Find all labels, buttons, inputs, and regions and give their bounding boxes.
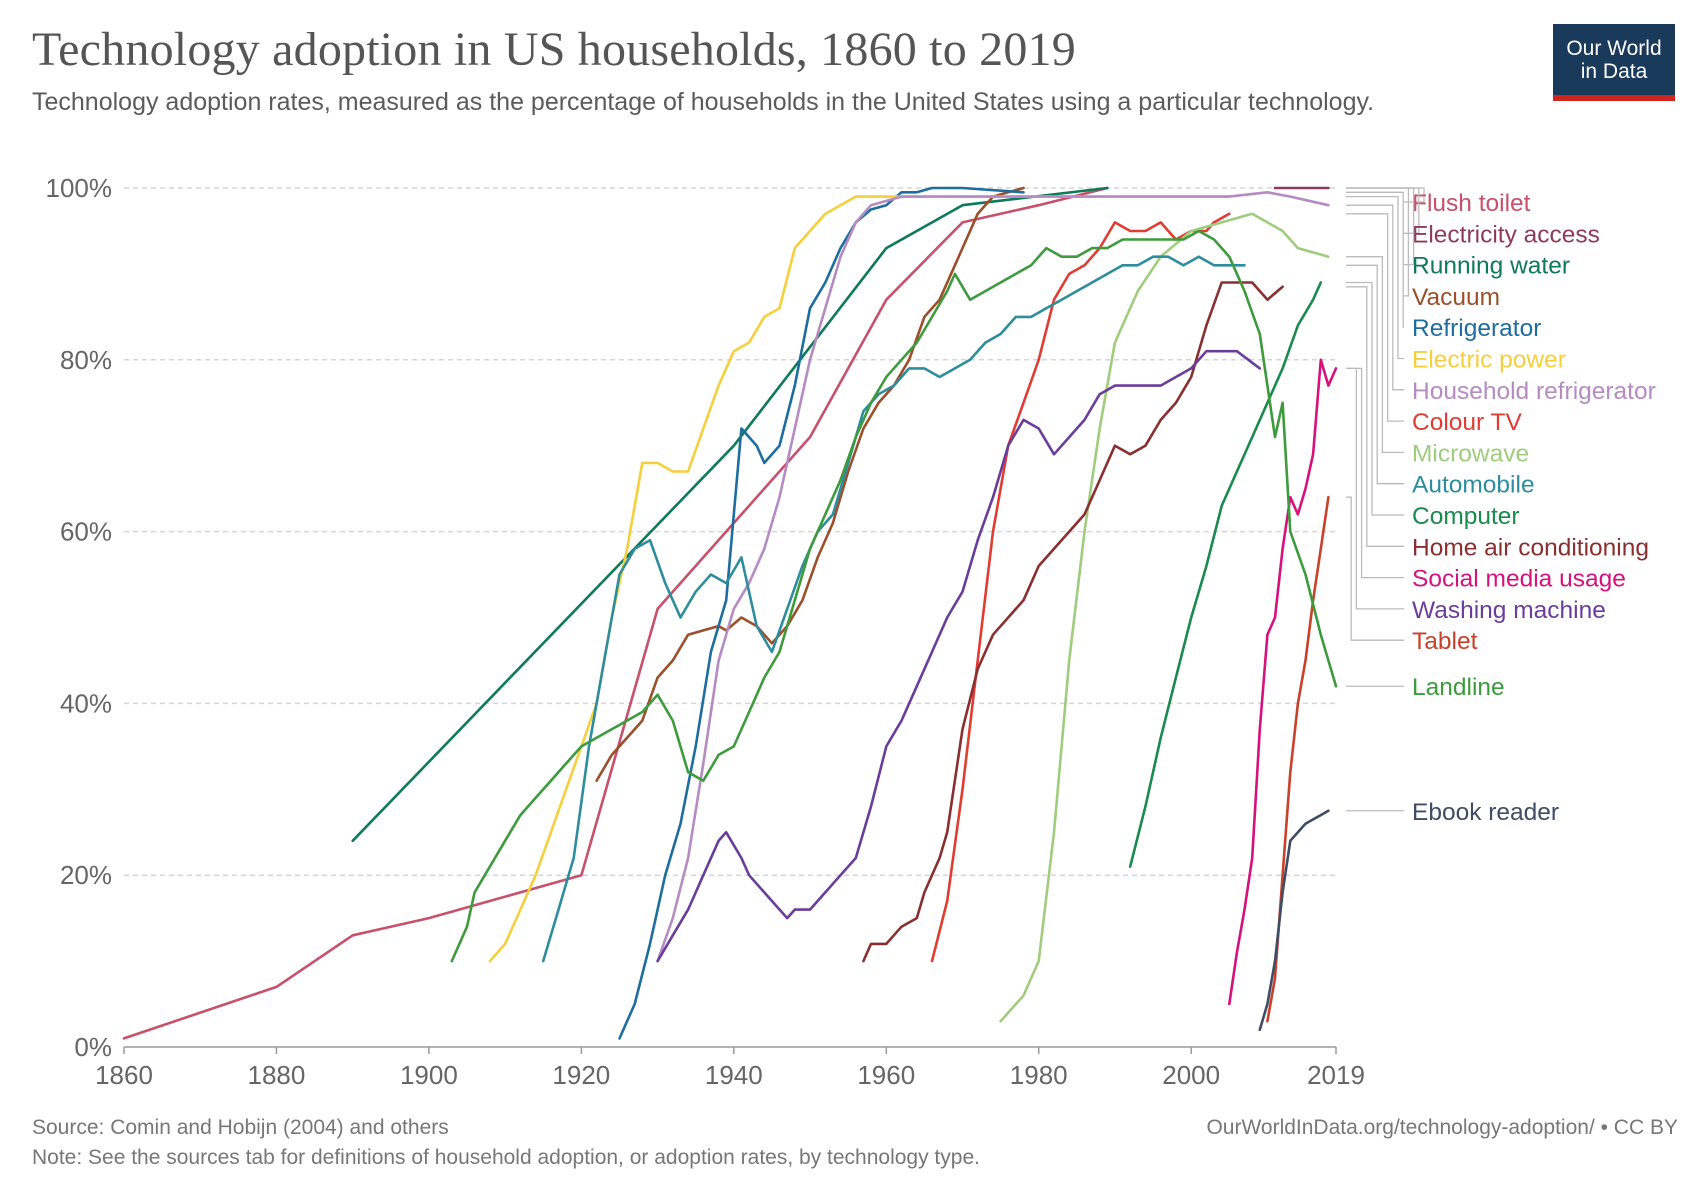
legend-label-electricity-access[interactable]: Electricity access [1412, 221, 1600, 248]
series-line-automobile[interactable] [541, 255, 1246, 963]
legend-connector [1346, 286, 1404, 547]
logo-line-2: in Data [1580, 60, 1648, 83]
legend-label-household-refrigerator[interactable]: Household refrigerator [1412, 378, 1656, 405]
legend-label-social-media-usage[interactable]: Social media usage [1412, 566, 1626, 593]
x-tick-label: 2019 [1307, 1060, 1365, 1090]
series-line-vacuum[interactable] [595, 186, 1025, 782]
legend-label-running-water[interactable]: Running water [1412, 253, 1570, 280]
legend-label-automobile[interactable]: Automobile [1412, 472, 1535, 499]
legend-connector [1346, 195, 1404, 360]
legend-connector [1346, 256, 1404, 454]
series-line-home-air-conditioning[interactable] [862, 281, 1284, 963]
y-tick-label: 80% [60, 345, 112, 375]
x-tick-label: 1920 [552, 1060, 610, 1090]
legend-connector [1346, 496, 1404, 641]
series-line-electric-power[interactable] [488, 195, 1231, 963]
legend-label-washing-machine[interactable]: Washing machine [1412, 597, 1606, 624]
legend-label-refrigerator[interactable]: Refrigerator [1412, 315, 1541, 342]
source-url[interactable]: OurWorldInData.org/technology-adoption/ … [1206, 1116, 1678, 1139]
legend-label-microwave[interactable]: Microwave [1412, 440, 1529, 467]
x-tick-label: 1900 [400, 1060, 458, 1090]
y-tick-label: 60% [60, 517, 112, 547]
line-chart: 0%20%40%60%80%100% 1860 1880 1900 1920 1940 1… [46, 173, 1656, 1090]
series-line-landline[interactable] [450, 229, 1338, 963]
owid-logo[interactable]: Our World in Data [1553, 24, 1675, 101]
legend-label-home-air-conditioning[interactable]: Home air conditioning [1412, 534, 1649, 561]
series-lines [122, 186, 1338, 1040]
x-tick-label: 1860 [95, 1060, 153, 1090]
legend-label-tablet[interactable]: Tablet [1412, 628, 1478, 655]
x-tick-label: 2000 [1162, 1060, 1220, 1090]
x-axis: 1860 1880 1900 1920 1940 1960 1980 2000 2019 [95, 1046, 1365, 1090]
series-line-computer[interactable] [1128, 281, 1323, 868]
legend-label-electric-power[interactable]: Electric power [1412, 347, 1566, 374]
legend-label-colour-tv[interactable]: Colour TV [1412, 409, 1523, 436]
x-tick-label: 1980 [1010, 1060, 1068, 1090]
series-line-ebook-reader[interactable] [1258, 809, 1330, 1032]
series-line-running-water[interactable] [351, 186, 1109, 843]
legend-connector [1346, 281, 1404, 516]
legend: Flush toilet Electricity access Running wa… [1346, 187, 1656, 826]
legend-label-ebook-reader[interactable]: Ebook reader [1412, 799, 1559, 826]
series-line-social-media-usage[interactable] [1228, 358, 1338, 1006]
legend-connector [1346, 191, 1404, 328]
y-tick-label: 20% [60, 860, 112, 890]
x-tick-label: 1880 [248, 1060, 306, 1090]
legend-label-flush-toilet[interactable]: Flush toilet [1412, 190, 1531, 217]
source-text: Source: Comin and Hobijn (2004) and othe… [32, 1116, 449, 1139]
legend-connector [1346, 264, 1404, 485]
x-tick-label: 1960 [857, 1060, 915, 1090]
chart-subtitle: Technology adoption rates, measured as t… [32, 88, 1375, 116]
chart-title: Technology adoption in US households, 18… [32, 23, 1076, 76]
y-axis: 0% 20% 40% 60% 80% 100% [46, 173, 113, 1062]
legend-connector [1346, 187, 1410, 297]
legend-connector [1346, 367, 1404, 610]
legend-label-landline[interactable]: Landline [1412, 674, 1505, 701]
legend-label-vacuum[interactable]: Vacuum [1412, 284, 1500, 311]
legend-label-computer[interactable]: Computer [1412, 503, 1520, 530]
logo-line-1: Our World [1566, 37, 1662, 60]
note-text: Note: See the sources tab for definition… [32, 1146, 980, 1169]
y-tick-label: 0% [74, 1032, 112, 1062]
y-tick-label: 100% [46, 173, 113, 203]
legend-connector [1346, 213, 1404, 422]
series-line-household-refrigerator[interactable] [656, 191, 1330, 963]
series-line-colour-tv[interactable] [930, 212, 1231, 963]
series-line-microwave[interactable] [999, 212, 1330, 1023]
y-tick-label: 40% [60, 688, 112, 718]
legend-connector [1346, 204, 1404, 391]
series-line-flush-toilet[interactable] [122, 186, 1109, 1040]
series-line-refrigerator[interactable] [618, 186, 1025, 1040]
series-line-washing-machine[interactable] [656, 349, 1262, 963]
x-tick-label: 1940 [705, 1060, 763, 1090]
